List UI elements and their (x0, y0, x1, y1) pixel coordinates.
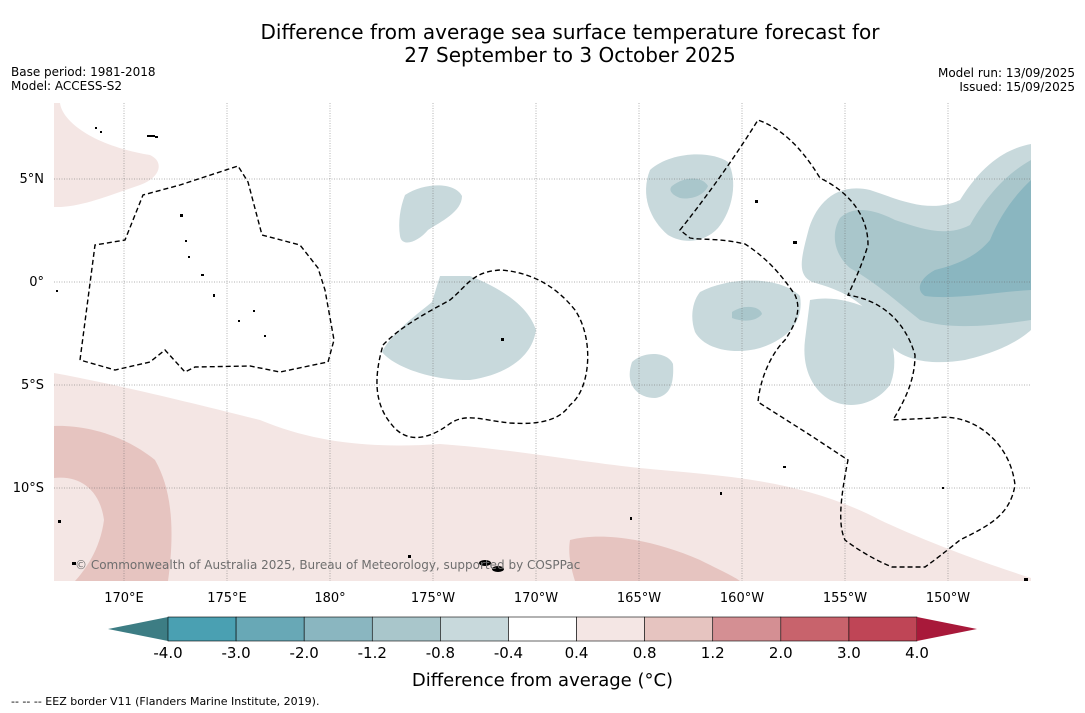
lon-label-170w: 170°W (514, 591, 558, 606)
lon-label-170e: 170°E (104, 591, 144, 606)
colorbar-cell (440, 616, 509, 642)
colorbar-tick-label: 3.0 (837, 644, 861, 662)
lon-label-150w: 150°W (926, 591, 970, 606)
islands (56, 127, 1028, 581)
colorbar-tick-labels: -4.0 -3.0 -2.0 -1.2 -0.8 -0.4 0.4 0.8 1.2 2.0 3.0 4… (153, 644, 929, 662)
colorbar-tick-label: 4.0 (905, 644, 929, 662)
colorbar-tick-label: 0.4 (565, 644, 589, 662)
colorbar-cell (167, 616, 237, 642)
lat-label-10s: 10°S (13, 481, 44, 496)
colorbar-cell (371, 616, 441, 642)
warm-band-0.4 (54, 373, 1031, 581)
colorbar-cell (712, 616, 782, 642)
lon-label-160w: 160°W (720, 591, 764, 606)
eez-legend-footnote: -- -- -- EEZ border V11 (Flanders Marine… (11, 695, 320, 708)
colorbar-cell (644, 616, 714, 642)
colorbar-tick-label: -3.0 (221, 644, 250, 662)
cool-patch-3-inner (670, 178, 708, 199)
warm-band-0.8-east (569, 536, 740, 581)
issued-text: Issued: 15/09/2025 (959, 80, 1075, 94)
base-period-text: Base period: 1981-2018 (11, 65, 156, 79)
lat-label-5n: 5°N (20, 172, 45, 187)
lon-label-165w: 165°W (617, 591, 661, 606)
colorbar-under-arrow (108, 617, 168, 641)
colorbar-title: Difference from average (°C) (411, 670, 674, 691)
lat-label-5s: 5°S (21, 378, 44, 393)
colorbar-cell (848, 616, 918, 642)
lat-label-0: 0° (29, 275, 44, 290)
lon-label-155w: 155°W (823, 591, 867, 606)
colorbar-tick-label: -2.0 (290, 644, 319, 662)
colorbar-tick-label: -1.2 (358, 644, 387, 662)
warm-patch-north (54, 103, 159, 208)
colorbar-tick-label: 0.8 (633, 644, 657, 662)
colorbar-cells (167, 616, 918, 642)
colorbar-tick-label: -0.4 (494, 644, 523, 662)
contour-fills (54, 103, 1031, 581)
eez-border-kiribati-gilbert (79, 165, 335, 373)
colorbar-tick-label: 1.2 (701, 644, 725, 662)
colorbar-tick-label: 2.0 (769, 644, 793, 662)
colorbar-cell (303, 616, 373, 642)
colorbar: -4.0 -3.0 -2.0 -1.2 -0.8 -0.4 0.4 0.8 1.2 2.0 3.0 4… (108, 616, 977, 662)
colorbar-cell (235, 616, 305, 642)
latitude-labels: 5°N 0° 5°S 10°S (13, 172, 44, 496)
lon-label-175w: 175°W (411, 591, 455, 606)
longitude-labels: 170°E 175°E 180° 175°W 170°W 165°W 160°W… (104, 591, 970, 606)
copyright-text: © Commonwealth of Australia 2025, Bureau… (75, 558, 581, 572)
colorbar-cell (576, 616, 645, 642)
cool-patch-5-inner (732, 306, 762, 321)
title-line-1: Difference from average sea surface temp… (260, 20, 880, 44)
model-run-text: Model run: 13/09/2025 (937, 66, 1075, 80)
eez-borders (79, 119, 1016, 568)
run-info: Model run: 13/09/2025 Issued: 15/09/2025 (938, 66, 1075, 94)
eez-border-phoenix (376, 269, 589, 439)
cool-region-east-2.0 (919, 180, 1031, 298)
colorbar-cell (780, 616, 850, 642)
eez-border-line-islands (679, 119, 1016, 568)
cool-region-south (804, 298, 895, 405)
colorbar-cell (508, 616, 577, 642)
colorbar-tick-label: -4.0 (153, 644, 182, 662)
cool-patch-1 (399, 185, 462, 243)
cool-patch-2 (382, 276, 536, 381)
model-text: Model: ACCESS-S2 (11, 79, 123, 93)
model-info: Base period: 1981-2018 Model: ACCESS-S2 (11, 65, 156, 93)
colorbar-tick-label: -0.8 (426, 644, 455, 662)
cool-patch-4 (629, 353, 674, 398)
lon-label-180: 180° (314, 591, 345, 606)
title-line-2: 27 September to 3 October 2025 (404, 43, 736, 67)
warm-band-0.4-inner (54, 477, 104, 581)
map-title: Difference from average sea surface temp… (0, 21, 1085, 67)
lon-label-175e: 175°E (207, 591, 247, 606)
colorbar-over-arrow (917, 617, 977, 641)
